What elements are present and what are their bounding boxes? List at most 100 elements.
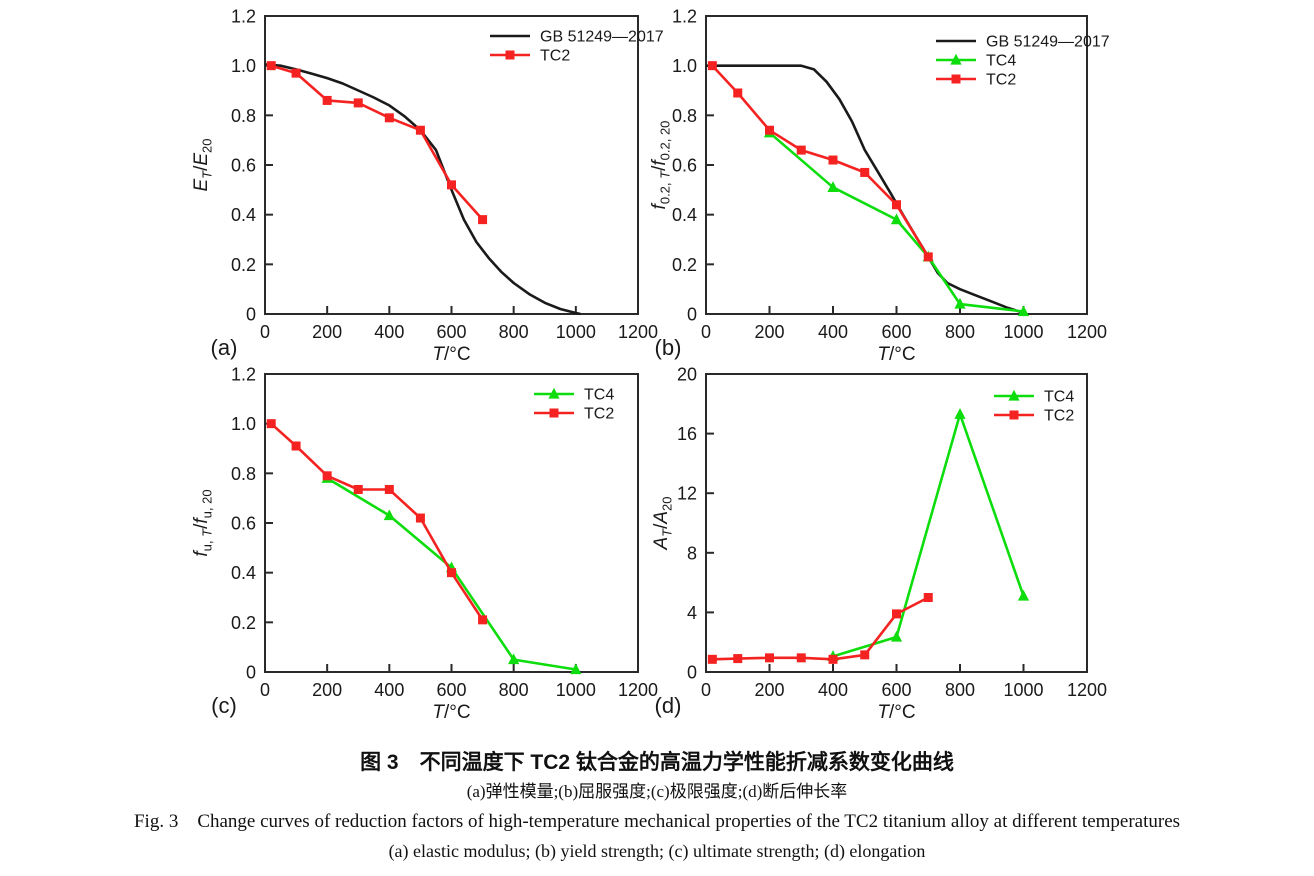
marker-square xyxy=(923,593,933,602)
y-tick-label: 0.8 xyxy=(672,106,697,126)
x-tick-label: 800 xyxy=(945,680,975,700)
y-tick-label: 1.2 xyxy=(672,7,697,27)
panel-label-a: (a) xyxy=(211,335,238,360)
marker-square xyxy=(291,68,301,78)
y-axis-label: AT/A20 xyxy=(651,496,675,550)
figure-caption-zh: 图 3 不同温度下 TC2 钛合金的高温力学性能折减系数变化曲线 xyxy=(360,751,954,774)
y-tick-label: 4 xyxy=(687,603,697,623)
y-tick-label: 1.2 xyxy=(231,365,256,385)
y-axis-label: fu, T/fu, 20 xyxy=(191,489,215,556)
marker-triangle xyxy=(1008,389,1020,401)
marker-triangle xyxy=(890,213,903,225)
x-tick-label: 200 xyxy=(312,322,342,342)
marker-square xyxy=(478,215,488,225)
marker-square xyxy=(415,125,425,135)
legend-label: GB 51249—2017 xyxy=(540,29,664,46)
subplot-a: 0 200 400 600 800 1000 1200 0 0.2 0.4 0.6 0.8 1.0 1.2… xyxy=(191,7,664,366)
marker-square xyxy=(860,650,870,660)
y-axis-label: f0.2, T/f0.2, 20 xyxy=(649,121,673,210)
y-tick-label: 0 xyxy=(246,305,256,325)
figure-caption-en: Fig. 3 Change curves of reduction factor… xyxy=(133,811,1181,832)
plot-border xyxy=(705,373,1088,673)
x-tick-label: 800 xyxy=(499,322,529,342)
x-tick-label: 600 xyxy=(881,322,911,342)
marker-square xyxy=(1009,410,1019,420)
legend-label: TC4 xyxy=(986,53,1016,70)
y-tick-label: 1.0 xyxy=(231,414,256,434)
legend-entry-tc2: TC2 xyxy=(490,48,570,65)
series-line xyxy=(768,131,1024,313)
x-tick-label: 400 xyxy=(818,322,848,342)
marker-triangle xyxy=(548,387,560,399)
x-tick-label: 600 xyxy=(436,322,466,342)
marker-square xyxy=(415,513,425,523)
legend-entry-tc4: TC4 xyxy=(534,387,614,404)
x-tick-label: 600 xyxy=(881,680,911,700)
marker-square xyxy=(384,484,394,494)
marker-square xyxy=(765,125,774,135)
x-axis-label: T/°C xyxy=(877,702,915,723)
marker-square xyxy=(828,155,838,165)
legend: GB 51249—2017 TC4 TC2 xyxy=(936,34,1110,89)
y-tick-label: 0 xyxy=(687,663,697,683)
x-tick-label: 0 xyxy=(260,680,270,700)
x-tick-label: 1200 xyxy=(618,680,658,700)
x-tick-label: 0 xyxy=(260,322,270,342)
marker-square xyxy=(892,609,901,619)
legend-entry-gb-51249-2017: GB 51249—2017 xyxy=(490,29,664,46)
x-axis-label: T/°C xyxy=(877,344,915,365)
x-tick-label: 400 xyxy=(818,680,848,700)
x-tick-label: 0 xyxy=(701,680,711,700)
series-tc2 xyxy=(707,61,933,262)
legend-label: GB 51249—2017 xyxy=(986,34,1110,51)
marker-triangle xyxy=(827,181,839,192)
marker-square xyxy=(266,419,276,429)
marker-square xyxy=(951,74,961,84)
marker-square xyxy=(447,568,456,578)
marker-square xyxy=(733,88,743,98)
legend-entry-tc4: TC4 xyxy=(994,389,1074,406)
figure-caption-block: 图 3 不同温度下 TC2 钛合金的高温力学性能折减系数变化曲线 (a)弹性模量… xyxy=(0,749,1314,866)
x-tick-label: 800 xyxy=(945,322,975,342)
marker-square xyxy=(860,167,870,177)
legend-label: TC2 xyxy=(986,72,1016,89)
marker-triangle xyxy=(570,663,582,675)
figure-subcaption-zh: (a)弹性模量;(b)屈服强度;(c)极限强度;(d)断后伸长率 xyxy=(466,782,848,801)
legend: GB 51249—2017 TC2 xyxy=(490,29,664,65)
x-tick-label: 1200 xyxy=(1067,322,1107,342)
subplot-d: 0 200 400 600 800 1000 1200048121620TC4TC2T/°C… xyxy=(651,365,1107,724)
marker-triangle xyxy=(508,653,520,665)
x-tick-label: 1000 xyxy=(556,322,596,342)
marker-triangle xyxy=(890,630,903,642)
series-tc2 xyxy=(266,61,488,225)
y-tick-label: 1.0 xyxy=(672,56,697,76)
legend-label: TC2 xyxy=(1044,408,1074,425)
y-tick-label: 0.6 xyxy=(672,156,697,176)
legend-label: TC2 xyxy=(584,406,614,423)
y-tick-label: 12 xyxy=(677,484,697,504)
panel-label-b: (b) xyxy=(655,335,682,360)
y-tick-label: 0.4 xyxy=(672,205,697,225)
x-tick-label: 1000 xyxy=(556,680,596,700)
marker-square xyxy=(384,113,394,123)
marker-square xyxy=(322,95,332,105)
marker-square xyxy=(796,145,806,155)
legend-entry-tc2: TC2 xyxy=(534,406,614,423)
marker-triangle xyxy=(1017,589,1030,601)
marker-square xyxy=(549,408,559,418)
y-tick-label: 0.6 xyxy=(231,156,256,176)
marker-square xyxy=(765,653,774,663)
x-tick-label: 1200 xyxy=(618,322,658,342)
marker-square xyxy=(478,615,488,625)
legend-entry-tc2: TC2 xyxy=(936,72,1016,89)
marker-triangle xyxy=(383,509,395,521)
y-tick-label: 0.8 xyxy=(231,106,256,126)
y-tick-label: 0.8 xyxy=(231,464,256,484)
y-tick-label: 0.4 xyxy=(231,563,256,583)
y-axis-label: ET/E20 xyxy=(191,138,215,191)
series-tc2 xyxy=(266,419,488,625)
series-line xyxy=(270,64,484,221)
series-tc4 xyxy=(827,408,1030,661)
